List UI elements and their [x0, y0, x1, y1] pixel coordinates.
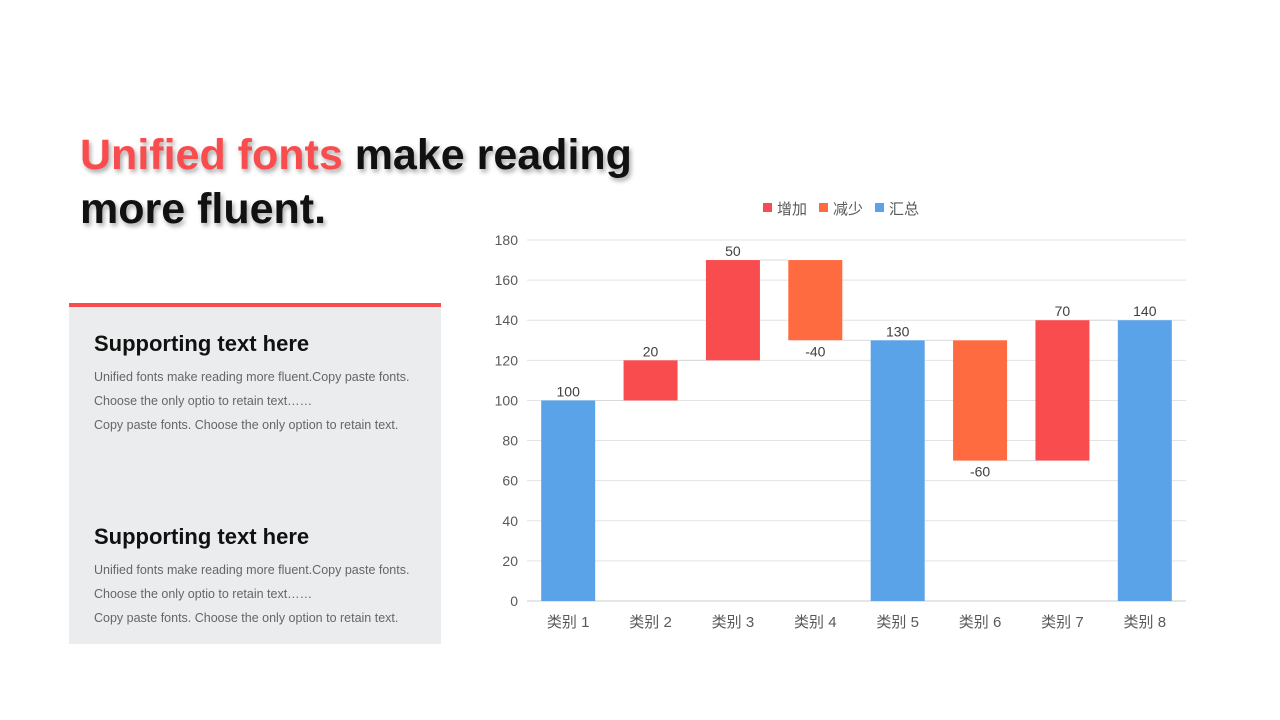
x-tick-label: 类别 2	[629, 614, 672, 631]
y-tick-label: 120	[495, 352, 519, 368]
slide-title: Unified fonts make reading more fluent.	[80, 128, 632, 236]
y-tick-label: 100	[495, 392, 519, 408]
legend-swatch-increase	[763, 203, 772, 212]
supporting-line: Copy paste fonts. Choose the only option…	[94, 611, 399, 625]
y-tick-label: 80	[502, 433, 518, 449]
bar-increase	[705, 260, 760, 361]
x-tick-label: 类别 8	[1124, 614, 1167, 631]
y-tick-label: 60	[502, 473, 518, 489]
legend-label: 汇总	[889, 201, 919, 218]
supporting-block-1: Supporting text here Unified fonts make …	[94, 331, 409, 437]
legend-label: 减少	[833, 201, 863, 218]
x-tick-label: 类别 6	[959, 614, 1002, 631]
bar-increase	[623, 360, 678, 401]
legend-swatch-total	[875, 203, 884, 212]
supporting-block-2: Supporting text here Unified fonts make …	[94, 524, 409, 630]
data-label: -40	[805, 343, 825, 359]
legend-swatch-decrease	[819, 203, 828, 212]
supporting-heading: Supporting text here	[94, 524, 310, 549]
y-tick-label: 20	[502, 553, 518, 569]
legend-label: 增加	[777, 201, 807, 218]
supporting-line: Unified fonts make reading more fluent.C…	[94, 370, 410, 384]
data-label: 130	[886, 323, 910, 339]
title-rest: make reading	[342, 131, 632, 179]
bar-total	[870, 340, 925, 601]
y-tick-label: 40	[502, 513, 518, 529]
data-label: 140	[1133, 303, 1157, 319]
y-tick-label: 140	[495, 312, 519, 328]
title-highlight: Unified fonts	[80, 131, 343, 179]
supporting-line: Choose the only optio to retain text……	[94, 587, 313, 601]
supporting-panel: Supporting text here Unified fonts make …	[69, 303, 441, 644]
x-tick-label: 类别 1	[547, 614, 590, 631]
supporting-line: Choose the only optio to retain text……	[94, 394, 313, 408]
supporting-line: Copy paste fonts. Choose the only option…	[94, 418, 399, 432]
data-label: 20	[643, 343, 659, 359]
supporting-line: Unified fonts make reading more fluent.C…	[94, 563, 410, 577]
bar-total	[541, 400, 596, 601]
supporting-heading: Supporting text here	[94, 331, 310, 356]
y-tick-label: 0	[510, 593, 518, 609]
y-tick-label: 160	[495, 272, 519, 288]
x-tick-label: 类别 7	[1041, 614, 1084, 631]
y-tick-label: 180	[495, 232, 519, 248]
data-label: -60	[970, 464, 990, 480]
data-label: 100	[557, 383, 581, 399]
x-tick-label: 类别 5	[876, 614, 919, 631]
bar-increase	[1035, 320, 1090, 461]
x-tick-label: 类别 4	[794, 614, 837, 631]
bar-total	[1117, 320, 1172, 601]
bar-decrease	[953, 340, 1008, 461]
title-line2: more fluent.	[80, 185, 327, 233]
x-tick-label: 类别 3	[712, 614, 755, 631]
data-label: 50	[725, 243, 741, 259]
bar-decrease	[788, 260, 843, 341]
data-label: 70	[1055, 303, 1071, 319]
